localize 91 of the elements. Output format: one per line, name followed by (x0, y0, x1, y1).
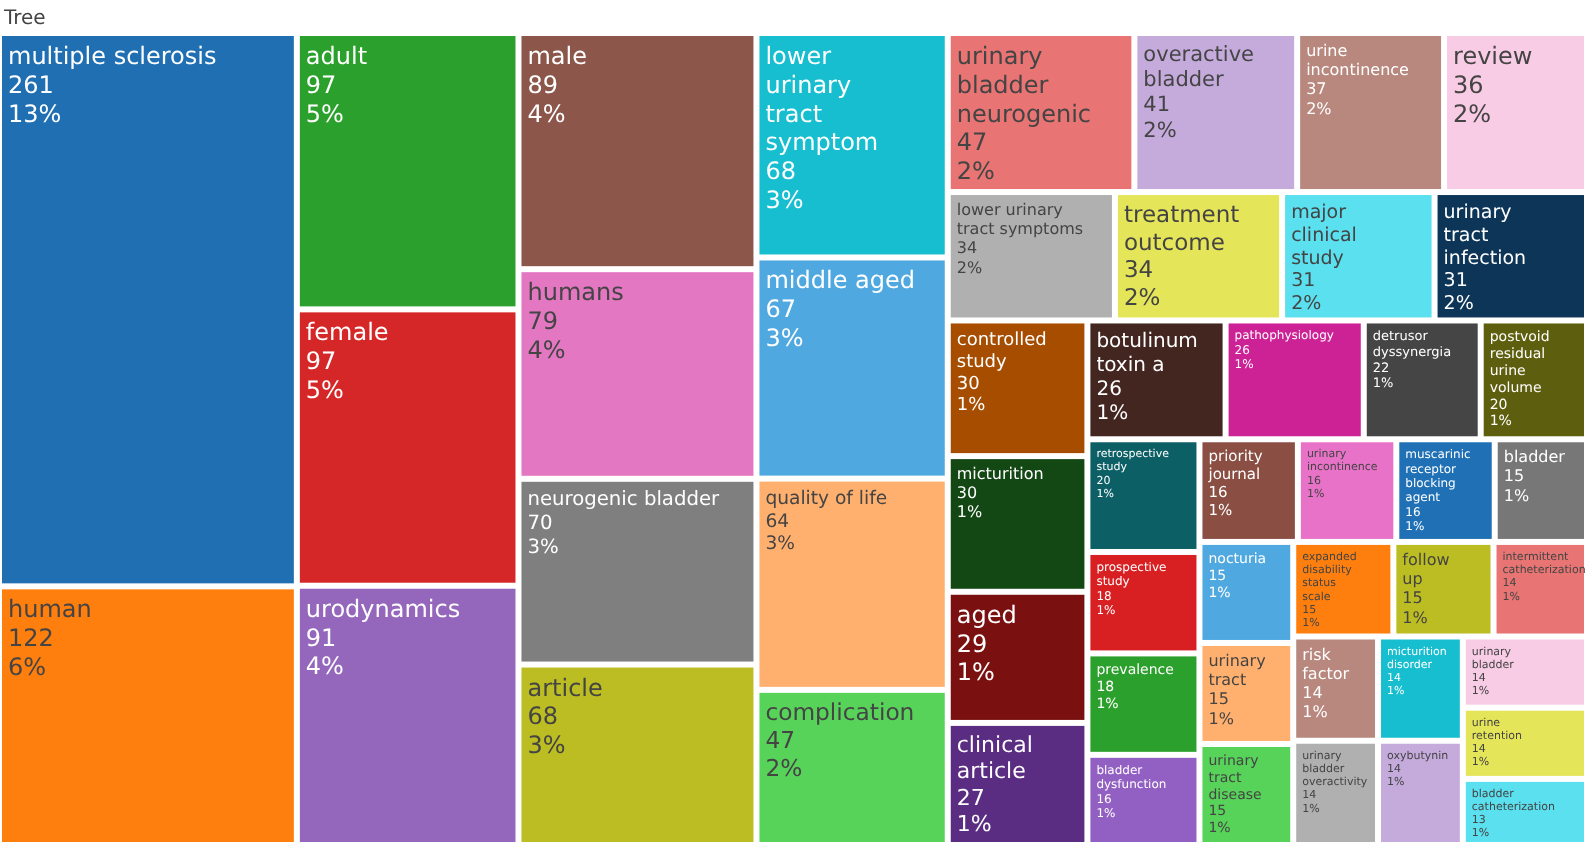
category-label: urine incontinence (1306, 42, 1410, 80)
category-label: urinary tract (1208, 651, 1267, 690)
category-label: male (527, 42, 588, 70)
text: 1% (956, 396, 986, 417)
category-label: urodynamics (305, 594, 461, 623)
data-label: 30 (956, 374, 981, 395)
data-label: 47 (956, 128, 988, 157)
category-label: urinary bladder neurogenic (956, 42, 1092, 128)
category-label: adult (305, 42, 368, 70)
data-label: 29 (956, 629, 988, 658)
category-label: human (8, 595, 92, 624)
text: 1% (956, 658, 995, 687)
text: 2% (956, 157, 995, 186)
text: 1% (1096, 403, 1129, 426)
text: 4% (527, 99, 566, 128)
category-label: review (1453, 42, 1533, 70)
category-label: controlled study (956, 331, 1047, 374)
category-label: botulinum toxin a (1096, 331, 1198, 378)
data-label: 15 (1208, 690, 1229, 709)
text: 2% (1143, 118, 1177, 143)
category-label: risk factor (1302, 645, 1351, 683)
category-label: humans (527, 278, 624, 307)
text: 3% (765, 324, 804, 353)
text: 1% (1302, 703, 1328, 722)
data-label: 37 (1306, 80, 1327, 99)
text: Tree (2, 8, 46, 30)
data-label: 41 (1143, 93, 1171, 118)
category-label: bladder (1503, 448, 1567, 467)
text: 2% (1443, 293, 1474, 316)
text: 3% (765, 532, 795, 555)
text: 3% (765, 186, 804, 214)
text: 3% (527, 536, 559, 559)
category-label: micturition (956, 465, 1044, 484)
category-label: multiple sclerosis (8, 42, 217, 70)
text: 5% (305, 375, 344, 404)
category-label: treatment outcome (1123, 200, 1241, 256)
data-label: 261 (8, 70, 54, 99)
data-label: 31 (1291, 270, 1316, 293)
text: 2% (1453, 99, 1492, 128)
category-label: lower urinary tract symptom (765, 42, 879, 157)
data-label: 67 (765, 295, 797, 324)
category-label: follow up (1402, 550, 1451, 589)
data-label: 34 (1123, 255, 1154, 284)
data-label: 15 (1402, 589, 1423, 608)
data-label: 97 (305, 70, 337, 99)
data-label: 31 (1443, 270, 1468, 293)
data-label: 89 (527, 70, 559, 99)
data-label: 34 (956, 239, 978, 258)
text: 4% (527, 335, 566, 364)
category-label: urinary tract infection (1443, 202, 1527, 270)
text: 2% (956, 258, 983, 277)
text: 1% (1208, 709, 1234, 728)
data-label: 68 (765, 157, 797, 186)
text: 3% (527, 731, 566, 760)
text: 1% (1402, 608, 1428, 627)
text: 2% (1291, 293, 1322, 316)
category-label: aged (956, 600, 1017, 629)
text: 13% (8, 99, 62, 128)
category-label: complication (765, 698, 915, 727)
category-label: lower urinary tract symptoms (956, 201, 1084, 239)
data-label: 14 (1302, 683, 1323, 702)
category-label: article (527, 673, 603, 702)
data-label: 15 (1503, 467, 1525, 486)
text: 6% (8, 652, 47, 681)
data-label: 30 (956, 484, 978, 503)
text: 1% (956, 811, 992, 838)
data-label: 122 (8, 624, 54, 653)
text: 2% (765, 754, 803, 783)
data-label: 27 (956, 784, 985, 811)
category-label: overactive bladder (1143, 43, 1255, 93)
data-label: 64 (765, 510, 790, 533)
category-label: female (305, 318, 389, 347)
data-label: 47 (765, 726, 796, 755)
data-label: 79 (527, 306, 559, 335)
text: 4% (305, 652, 344, 681)
category-label: middle aged (765, 266, 915, 295)
text: 2% (1123, 282, 1161, 311)
category-label: major clinical study (1291, 202, 1357, 270)
category-label: neurogenic bladder (527, 489, 722, 512)
category-label: clinical article (956, 731, 1033, 785)
data-label: 91 (305, 623, 337, 652)
data-label: 36 (1453, 70, 1484, 99)
data-label: 68 (527, 702, 559, 731)
data-label: 97 (305, 347, 337, 376)
data-label: 26 (1096, 379, 1122, 402)
data-label: 70 (527, 513, 553, 536)
text: 5% (305, 99, 344, 128)
text: 2% (1306, 99, 1332, 118)
text: 1% (956, 503, 983, 522)
category-label: quality of life (765, 488, 888, 511)
text: 1% (1503, 486, 1530, 505)
